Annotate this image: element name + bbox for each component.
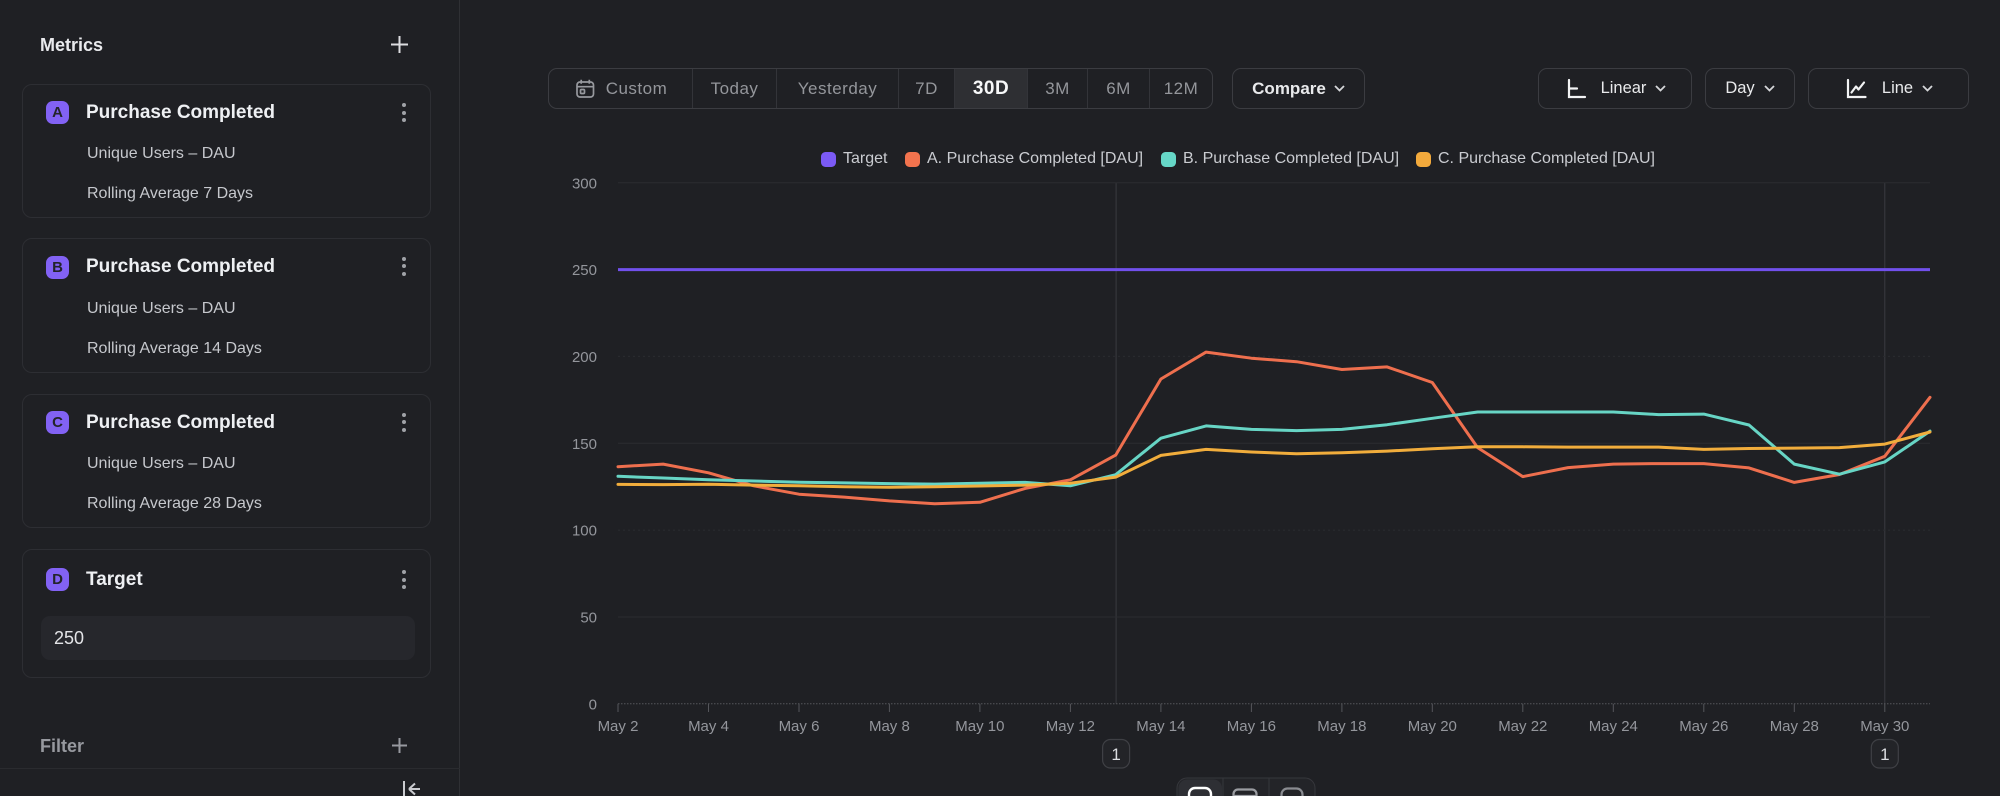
svg-text:1: 1 (1111, 745, 1120, 764)
svg-text:0: 0 (589, 696, 597, 713)
svg-text:250: 250 (572, 262, 597, 279)
svg-text:May 8: May 8 (869, 718, 910, 735)
svg-text:200: 200 (572, 349, 597, 366)
svg-text:150: 150 (572, 436, 597, 453)
svg-text:May 16: May 16 (1227, 718, 1276, 735)
svg-text:May 2: May 2 (598, 718, 639, 735)
svg-text:100: 100 (572, 523, 597, 540)
svg-text:300: 300 (572, 175, 597, 192)
svg-text:May 30: May 30 (1860, 718, 1909, 735)
svg-text:May 18: May 18 (1317, 718, 1366, 735)
svg-text:May 10: May 10 (955, 718, 1004, 735)
svg-text:May 22: May 22 (1498, 718, 1547, 735)
svg-text:50: 50 (580, 610, 597, 627)
svg-text:May 26: May 26 (1679, 718, 1728, 735)
svg-text:May 6: May 6 (779, 718, 820, 735)
svg-text:May 14: May 14 (1136, 718, 1185, 735)
svg-text:1: 1 (1880, 745, 1889, 764)
svg-text:May 4: May 4 (688, 718, 729, 735)
svg-text:May 24: May 24 (1589, 718, 1638, 735)
svg-text:May 12: May 12 (1046, 718, 1095, 735)
svg-text:May 20: May 20 (1408, 718, 1457, 735)
svg-text:May 28: May 28 (1770, 718, 1819, 735)
